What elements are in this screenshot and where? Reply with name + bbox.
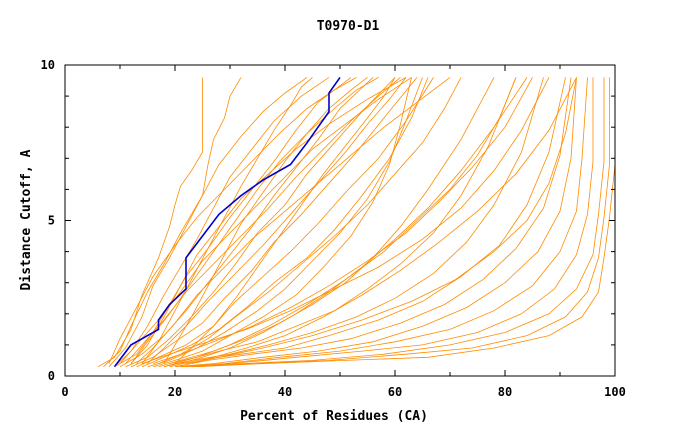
y-tick-label: 10 [41, 58, 55, 72]
series-line-36 [180, 77, 528, 364]
series-line-6 [125, 77, 396, 368]
series-line-15 [169, 77, 566, 368]
series-layer [97, 77, 616, 368]
series-line-14 [163, 77, 544, 368]
x-tick-label: 20 [168, 385, 182, 399]
series-line-23 [136, 77, 451, 364]
highlight-layer [113, 76, 341, 368]
y-axis-label: Distance Cutoff, A [19, 149, 34, 290]
series-line-21 [191, 77, 610, 368]
series-line-2 [108, 77, 308, 367]
series-line-8 [136, 77, 434, 368]
series-line-17 [174, 77, 577, 368]
series-line-0 [97, 77, 203, 368]
x-tick-label: 40 [278, 385, 292, 399]
x-tick-label: 100 [604, 385, 626, 399]
series-line-18 [180, 77, 588, 368]
x-tick-label: 0 [61, 385, 68, 399]
x-axis-label: Percent of Residues (CA) [240, 409, 428, 424]
series-line-4 [114, 77, 352, 368]
y-tick-label: 5 [48, 214, 55, 228]
series-line-16 [174, 77, 572, 368]
series-line-20 [185, 77, 605, 368]
series-line-25 [152, 77, 533, 364]
series-line-3 [114, 77, 330, 367]
series-line-37 [191, 77, 577, 364]
series-line-12 [158, 77, 495, 368]
series-line-28 [119, 77, 412, 364]
series-line-11 [152, 77, 412, 368]
series-line-38 [108, 77, 357, 364]
series-line-27 [185, 77, 577, 364]
series-line-39 [141, 77, 313, 364]
series-line-33 [169, 77, 517, 364]
series-line-13 [163, 77, 517, 368]
series-line-1 [103, 77, 242, 367]
series-line-26 [141, 77, 550, 364]
y-tick-label: 0 [48, 369, 55, 383]
x-tick-label: 80 [498, 385, 512, 399]
axes-layer: 0 20 40 60 80 100 0 5 10 [41, 58, 626, 399]
series-line-32 [158, 77, 462, 364]
plot-frame [64, 64, 616, 377]
series-line-19 [180, 77, 594, 368]
highlight-series-line [113, 76, 341, 368]
x-tick-label: 60 [388, 385, 402, 399]
series-line-24 [130, 77, 407, 364]
series-line-34 [174, 77, 396, 364]
series-line-30 [130, 77, 379, 364]
series-line-31 [147, 77, 407, 364]
series-line-29 [125, 77, 401, 364]
series-line-22 [196, 77, 616, 368]
chart-title: T0970-D1 [317, 19, 380, 34]
series-line-35 [163, 77, 368, 364]
